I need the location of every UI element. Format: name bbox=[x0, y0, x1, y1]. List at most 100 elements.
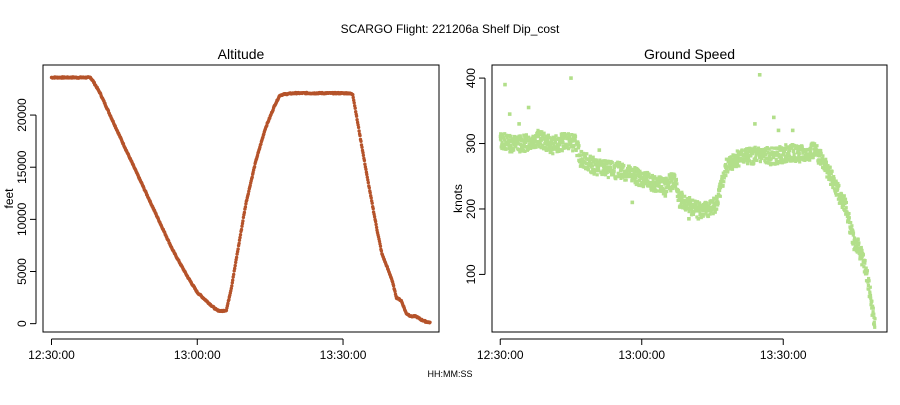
ground-speed-point bbox=[797, 151, 801, 155]
altitude-point bbox=[393, 289, 397, 294]
ground-speed-point bbox=[673, 182, 677, 186]
ground-speed-point bbox=[557, 136, 561, 140]
ground-speed-point bbox=[513, 134, 517, 139]
ground-speed-point bbox=[685, 206, 689, 210]
ground-speed-point bbox=[834, 179, 838, 183]
ground-speed-point bbox=[592, 172, 596, 176]
altitude-point bbox=[351, 95, 355, 100]
ground-speed-point bbox=[743, 153, 747, 157]
x-tick-label: 13:30:00 bbox=[320, 348, 367, 362]
ground-speed-point bbox=[787, 149, 791, 153]
ground-speed-point bbox=[826, 167, 831, 171]
ground-speed-point bbox=[871, 304, 875, 308]
ground-speed-point bbox=[677, 197, 681, 201]
altitude-point bbox=[236, 247, 240, 251]
ground-speed-point bbox=[560, 149, 564, 153]
ground-speed-point bbox=[734, 153, 738, 157]
ground-speed-point bbox=[657, 184, 661, 188]
ground-speed-point bbox=[787, 152, 791, 156]
ground-speed-point bbox=[551, 142, 556, 146]
ground-speed-point bbox=[578, 154, 582, 158]
ground-speed-point bbox=[626, 174, 630, 179]
ground-speed-point bbox=[702, 208, 707, 212]
altitude-point bbox=[370, 201, 374, 205]
ground-speed-point bbox=[540, 130, 544, 134]
altitude-point bbox=[369, 196, 373, 200]
altitude-point bbox=[428, 320, 432, 324]
y-tick-label: 15000 bbox=[15, 150, 29, 184]
ground-speed-point bbox=[553, 138, 557, 142]
ground-speed-point bbox=[590, 171, 594, 175]
ground-speed-point bbox=[870, 299, 874, 303]
altitude-point bbox=[230, 281, 234, 285]
ground-speed-y-axis-label: knots bbox=[451, 184, 465, 213]
ground-speed-point bbox=[733, 161, 737, 165]
ground-speed-point bbox=[595, 169, 599, 173]
ground-speed-outlier bbox=[757, 73, 762, 77]
ground-speed-point bbox=[836, 182, 840, 186]
ground-speed-point bbox=[772, 155, 776, 159]
ground-speed-point bbox=[789, 146, 794, 150]
ground-speed-point bbox=[551, 152, 555, 156]
altitude-point bbox=[360, 145, 364, 149]
ground-speed-point bbox=[729, 166, 733, 171]
ground-speed-point bbox=[608, 166, 612, 170]
ground-speed-point bbox=[873, 325, 877, 329]
ground-speed-point bbox=[740, 151, 744, 155]
ground-speed-point bbox=[799, 157, 803, 161]
ground-speed-point bbox=[716, 203, 720, 207]
altitude-point bbox=[227, 298, 231, 302]
altitude-point bbox=[363, 162, 367, 166]
y-tick-label: 10000 bbox=[15, 202, 29, 236]
ground-speed-point bbox=[639, 176, 643, 180]
ground-speed-point bbox=[798, 160, 802, 164]
ground-speed-point bbox=[769, 157, 773, 161]
ground-speed-point bbox=[745, 147, 749, 151]
ground-speed-point bbox=[715, 195, 719, 199]
altitude-point bbox=[361, 153, 366, 158]
altitude-point bbox=[244, 202, 248, 206]
ground-speed-point bbox=[534, 145, 538, 149]
ground-speed-point bbox=[603, 164, 607, 168]
ground-speed-point bbox=[782, 149, 786, 153]
ground-speed-point bbox=[524, 135, 528, 139]
ground-speed-point bbox=[860, 248, 864, 252]
ground-speed-point bbox=[556, 144, 560, 148]
ground-speed-point bbox=[867, 279, 871, 283]
y-tick-label: 5000 bbox=[15, 258, 29, 285]
ground-speed-point bbox=[714, 202, 718, 206]
ground-speed-point bbox=[730, 167, 735, 171]
ground-speed-point bbox=[537, 142, 541, 146]
ground-speed-point bbox=[687, 210, 691, 214]
ground-speed-point bbox=[658, 179, 662, 183]
ground-speed-point bbox=[863, 261, 867, 265]
ground-speed-point bbox=[644, 173, 649, 177]
altitude-point bbox=[233, 266, 237, 271]
altitude-point bbox=[354, 110, 358, 114]
ground-speed-point bbox=[826, 164, 830, 168]
altitude-point bbox=[379, 249, 384, 253]
ground-speed-point bbox=[560, 132, 565, 136]
ground-speed-point bbox=[505, 136, 509, 140]
ground-speed-point bbox=[711, 199, 715, 203]
altitude-point bbox=[237, 238, 242, 242]
ground-speed-point bbox=[535, 140, 539, 144]
altitude-plot-frame bbox=[42, 64, 440, 333]
ground-speed-point bbox=[572, 143, 576, 148]
ground-speed-point bbox=[746, 151, 750, 156]
ground-speed-point bbox=[676, 189, 681, 193]
ground-speed-point bbox=[855, 246, 860, 250]
ground-speed-point bbox=[547, 144, 551, 148]
ground-speed-point bbox=[524, 133, 528, 137]
ground-speed-point bbox=[690, 207, 694, 211]
ground-speed-point bbox=[643, 173, 647, 178]
ground-speed-point bbox=[586, 165, 590, 169]
ground-speed-point bbox=[775, 150, 779, 154]
ground-speed-point bbox=[591, 167, 595, 172]
ground-speed-point bbox=[533, 137, 537, 141]
ground-speed-outlier bbox=[790, 128, 795, 133]
ground-speed-point bbox=[675, 182, 679, 186]
ground-speed-point bbox=[641, 185, 645, 189]
